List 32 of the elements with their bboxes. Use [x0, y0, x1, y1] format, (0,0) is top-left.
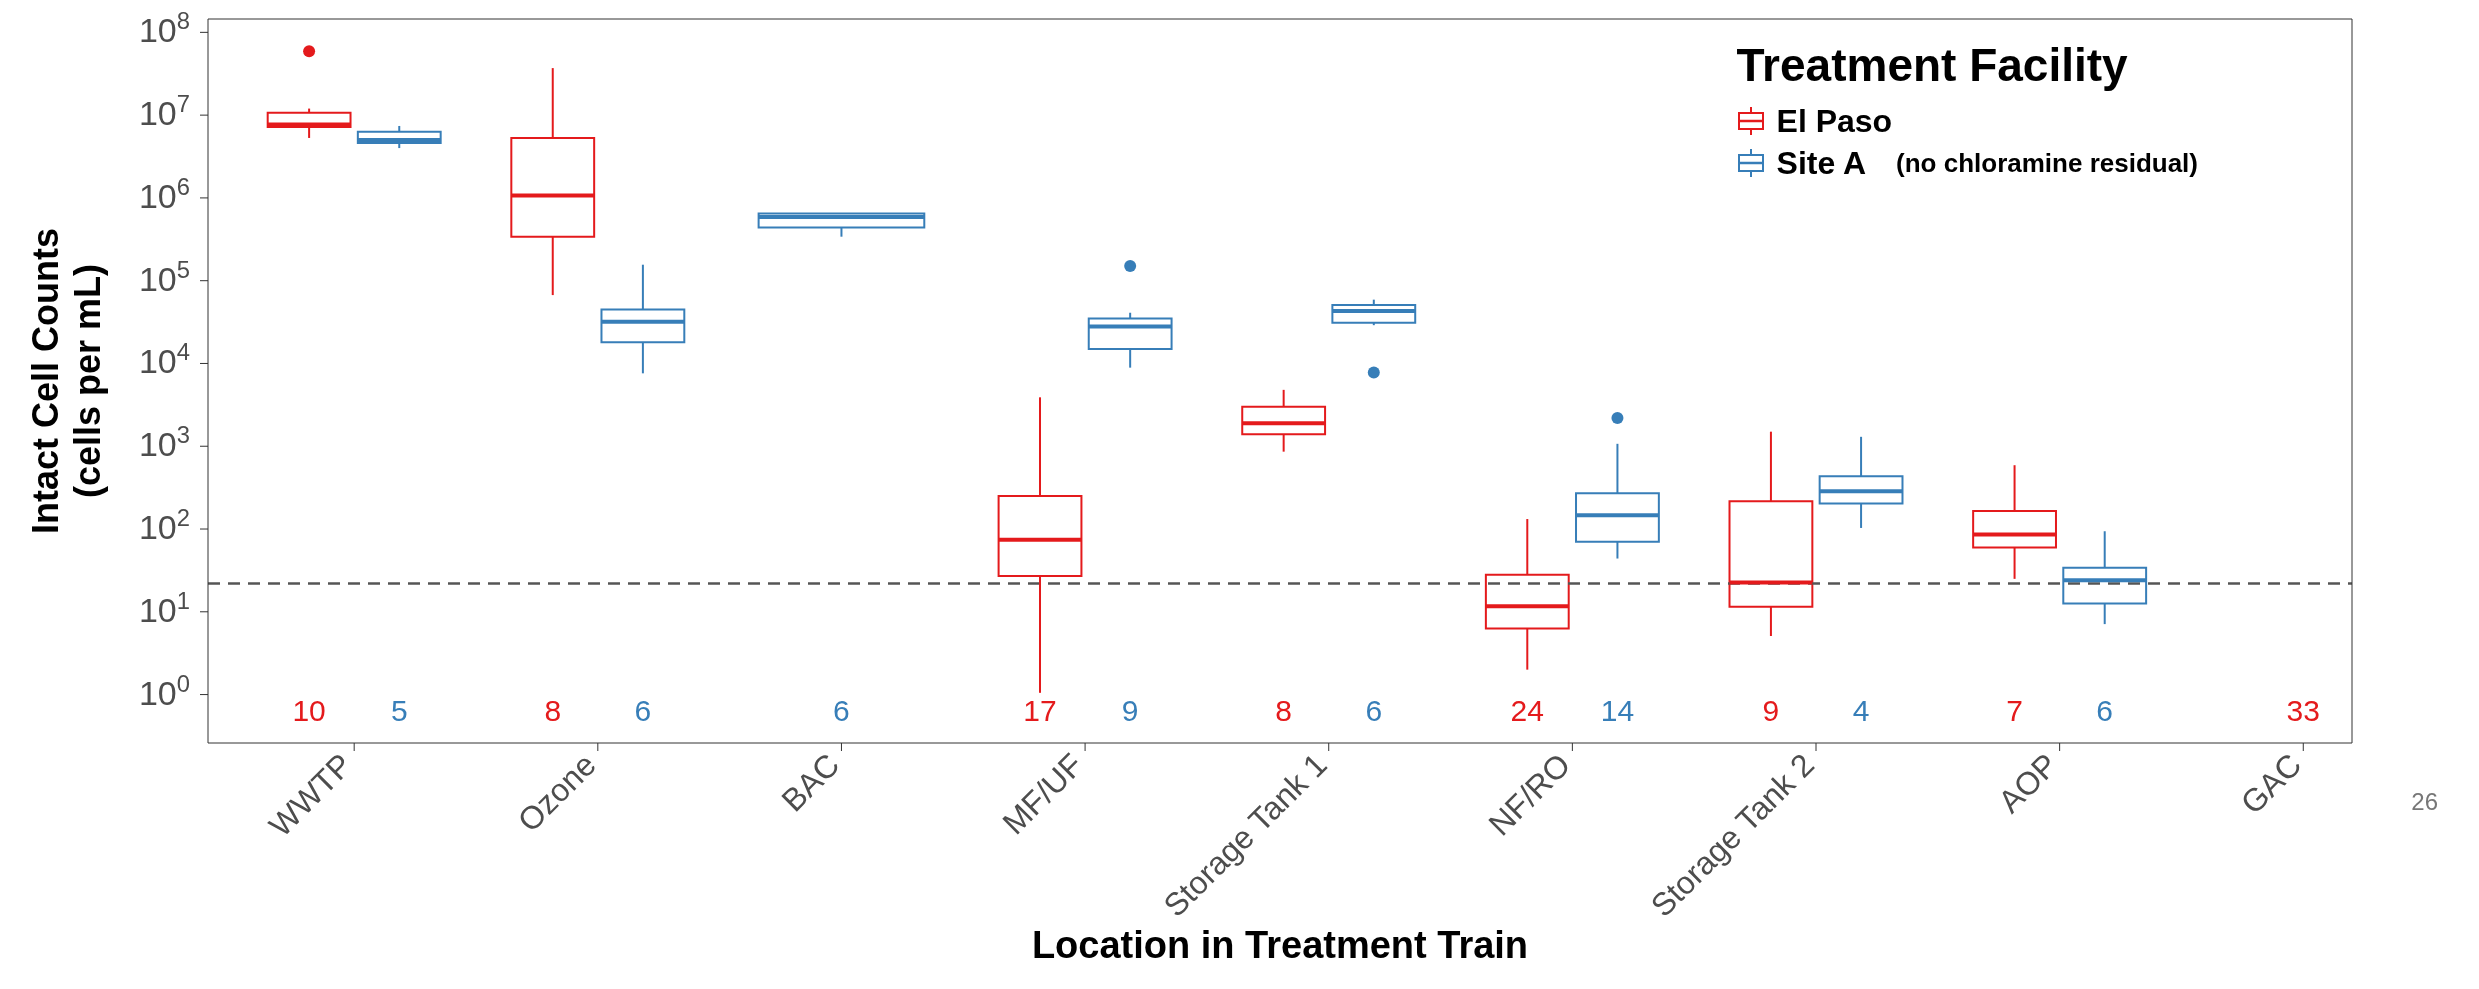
y-tick-label: 10$^{5}$	[138, 255, 190, 298]
y-tick-label: 10$^{7}$	[138, 89, 190, 133]
annotation: 14	[1600, 693, 1635, 727]
annotation: 10	[292, 693, 326, 727]
annotation: (no chloramine residual)	[1896, 147, 2198, 179]
y-tick-label: 10$^{0}$	[138, 669, 190, 712]
y-tick-label: 10$^{8}$	[138, 6, 190, 50]
annotation: 9	[1762, 693, 1780, 727]
annotation: 9	[1121, 693, 1139, 727]
y-tick-label: 10$^{3}$	[138, 420, 190, 464]
y-tick-label: 10$^{1}$	[138, 586, 190, 629]
annotation: 6	[2096, 693, 2114, 727]
legend-label: Site A	[1776, 144, 1867, 182]
annotation: 6	[634, 693, 652, 727]
annotation: 6	[833, 693, 850, 727]
annotation: 17	[1023, 693, 1057, 727]
x-axis-title: Location in Treatment Train	[1031, 924, 1529, 966]
y-tick-label: 10$^{6}$	[138, 172, 190, 215]
annotation: 4	[1852, 693, 1870, 727]
annotation: 6	[1365, 693, 1383, 727]
annotation: 33	[2286, 693, 2320, 727]
legend-label: El Paso	[1776, 102, 1893, 140]
annotation: 8	[544, 693, 562, 727]
y-axis-title: Intact Cell Counts (cells per mL)	[25, 227, 108, 535]
legend-title: Treatment Facility	[1736, 38, 2129, 92]
text: 26	[2411, 788, 2438, 816]
y-tick-label: 10$^{2}$	[138, 503, 190, 547]
annotation: 24	[1510, 693, 1544, 727]
annotation: 5	[390, 693, 408, 727]
annotation: 7	[2006, 693, 2023, 727]
annotation: 8	[1275, 693, 1292, 727]
y-tick-label: 10$^{4}$	[138, 337, 190, 381]
